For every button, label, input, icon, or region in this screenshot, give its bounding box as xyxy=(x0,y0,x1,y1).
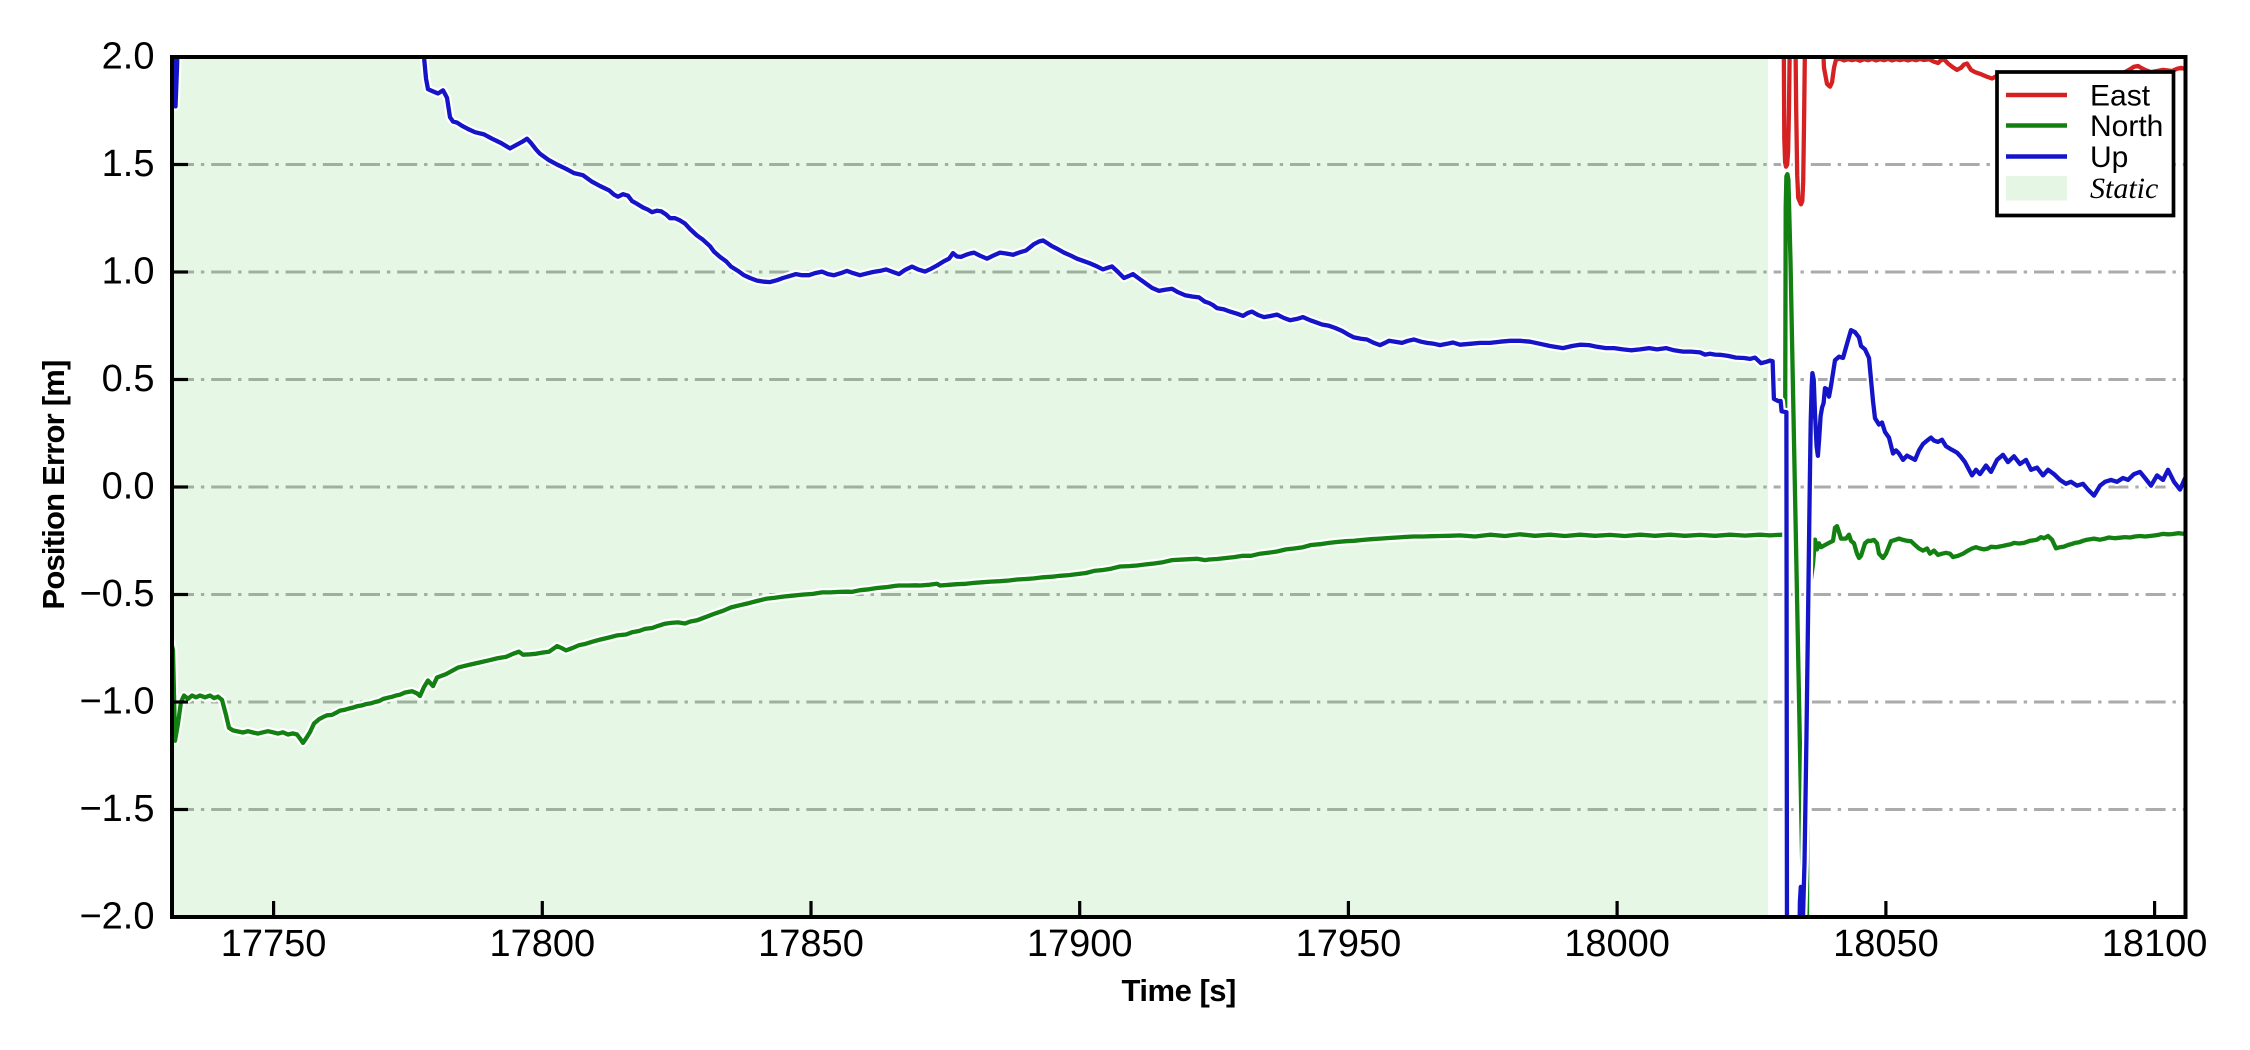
svg-text:1.0: 1.0 xyxy=(102,251,155,293)
svg-text:Time [s]: Time [s] xyxy=(1122,973,1236,1008)
svg-text:−2.0: −2.0 xyxy=(79,896,154,938)
svg-text:17800: 17800 xyxy=(489,923,595,965)
svg-text:18100: 18100 xyxy=(2102,923,2208,965)
svg-text:0.5: 0.5 xyxy=(102,358,155,400)
svg-text:17900: 17900 xyxy=(1027,923,1133,965)
svg-text:1.5: 1.5 xyxy=(102,143,155,185)
svg-text:North: North xyxy=(2090,110,2163,143)
svg-text:18050: 18050 xyxy=(1833,923,1939,965)
svg-text:Static: Static xyxy=(2090,172,2158,205)
svg-text:18000: 18000 xyxy=(1564,923,1670,965)
svg-text:−1.5: −1.5 xyxy=(79,788,154,830)
svg-text:0.0: 0.0 xyxy=(102,466,155,508)
svg-text:−1.0: −1.0 xyxy=(79,681,154,723)
svg-text:East: East xyxy=(2090,80,2151,113)
svg-text:Position Error [m]: Position Error [m] xyxy=(36,360,71,609)
svg-text:17850: 17850 xyxy=(758,923,864,965)
svg-text:17750: 17750 xyxy=(221,923,327,965)
svg-text:17950: 17950 xyxy=(1296,923,1402,965)
svg-text:Up: Up xyxy=(2090,141,2128,174)
svg-text:−0.5: −0.5 xyxy=(79,573,154,615)
svg-text:2.0: 2.0 xyxy=(102,36,155,78)
